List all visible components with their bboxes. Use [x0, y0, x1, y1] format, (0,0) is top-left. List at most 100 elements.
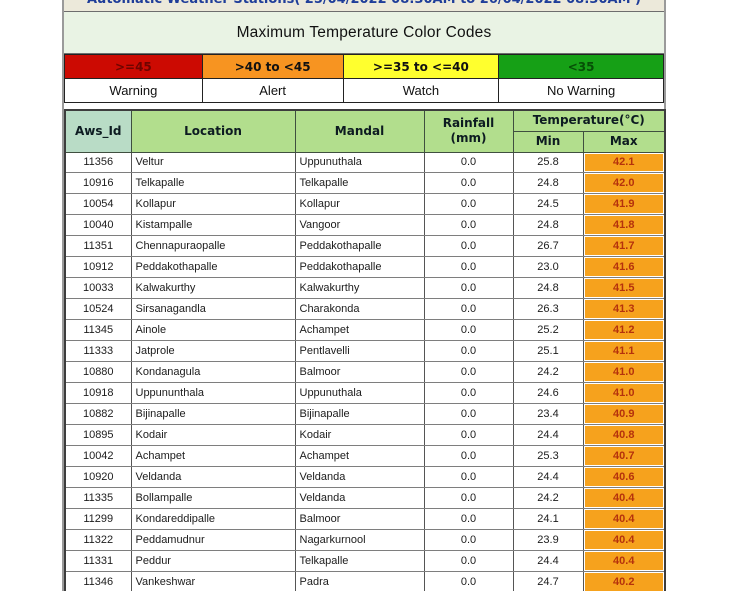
cell-mandal: Balmoor	[294, 361, 425, 383]
cell-mandal: Telkapalle	[294, 549, 425, 572]
cell-max-temp: 41.0	[582, 361, 666, 383]
column-header-aws-id: Aws_Id	[64, 109, 132, 153]
cell-min-temp: 23.0	[512, 256, 584, 279]
cell-rainfall: 0.0	[423, 361, 514, 383]
cell-rainfall: 0.0	[423, 486, 514, 509]
cell-mandal: Achampet	[294, 444, 425, 467]
cell-location: Kondanagula	[130, 361, 296, 383]
aws-stations-table: Aws_Id Location Mandal Rainfall (mm) Tem…	[64, 109, 666, 591]
table-row: 11333 Jatprole Pentlavelli 0.0 25.1 41.1	[64, 340, 666, 363]
cell-mandal: Kodair	[294, 423, 425, 446]
cell-aws-id: 11346	[64, 570, 132, 591]
legend-range-no-warning: <35	[498, 54, 664, 79]
cell-mandal: Charakonda	[294, 298, 425, 321]
cell-max-temp: 41.8	[582, 214, 666, 237]
cell-mandal: Uppunuthala	[294, 381, 425, 404]
cell-mandal: Vangoor	[294, 214, 425, 237]
cell-location: Veltur	[130, 151, 296, 174]
cell-rainfall: 0.0	[423, 172, 514, 195]
cell-location: Peddakothapalle	[130, 256, 296, 279]
cell-min-temp: 24.6	[512, 381, 584, 404]
cell-min-temp: 24.8	[512, 214, 584, 237]
cell-min-temp: 24.4	[512, 465, 584, 488]
cell-location: Ainole	[130, 319, 296, 342]
cell-min-temp: 26.7	[512, 235, 584, 258]
cell-location: Uppununthala	[130, 381, 296, 404]
cell-location: Kodair	[130, 423, 296, 446]
cell-location: Kollapur	[130, 193, 296, 216]
legend-label-row: Warning Alert Watch No Warning	[64, 78, 664, 103]
cell-min-temp: 24.7	[512, 570, 584, 591]
cell-min-temp: 24.2	[512, 361, 584, 383]
cell-min-temp: 25.2	[512, 319, 584, 342]
cell-rainfall: 0.0	[423, 151, 514, 174]
table-row: 11335 Bollampalle Veldanda 0.0 24.2 40.4	[64, 486, 666, 509]
cell-rainfall: 0.0	[423, 465, 514, 488]
table-row: 11331 Peddur Telkapalle 0.0 24.4 40.4	[64, 549, 666, 572]
temperature-color-legend: >=45 >40 to <45 >=35 to <=40 <35 Warning…	[64, 54, 664, 103]
clipped-report-title-bar: Automatic Weather Stations( 25/04/2022 0…	[64, 0, 664, 12]
cell-mandal: Uppunuthala	[294, 151, 425, 174]
table-row: 10916 Telkapalle Telkapalle 0.0 24.8 42.…	[64, 172, 666, 195]
cell-max-temp: 40.2	[582, 570, 666, 591]
cell-rainfall: 0.0	[423, 319, 514, 342]
legend-label-warning: Warning	[64, 78, 203, 103]
cell-location: Peddur	[130, 549, 296, 572]
table-row: 10882 Bijinapalle Bijinapalle 0.0 23.4 4…	[64, 402, 666, 425]
cell-location: Achampet	[130, 444, 296, 467]
table-row: 11299 Kondareddipalle Balmoor 0.0 24.1 4…	[64, 507, 666, 530]
table-row: 10920 Veldanda Veldanda 0.0 24.4 40.6	[64, 465, 666, 488]
cell-mandal: Achampet	[294, 319, 425, 342]
cell-aws-id: 10880	[64, 361, 132, 383]
cell-max-temp: 40.6	[582, 465, 666, 488]
cell-min-temp: 25.1	[512, 340, 584, 363]
table-row: 11356 Veltur Uppunuthala 0.0 25.8 42.1	[64, 151, 666, 174]
page-title: Maximum Temperature Color Codes	[236, 23, 492, 41]
cell-mandal: Pentlavelli	[294, 340, 425, 363]
table-row: 10042 Achampet Achampet 0.0 25.3 40.7	[64, 444, 666, 467]
legend-label-alert: Alert	[201, 78, 344, 103]
cell-max-temp: 40.8	[582, 423, 666, 446]
cell-max-temp: 41.1	[582, 340, 666, 363]
cell-min-temp: 24.5	[512, 193, 584, 216]
cell-max-temp: 41.6	[582, 256, 666, 279]
cell-min-temp: 24.2	[512, 486, 584, 509]
cell-aws-id: 11322	[64, 528, 132, 551]
cell-max-temp: 41.0	[582, 381, 666, 404]
column-header-mandal: Mandal	[294, 109, 425, 153]
cell-max-temp: 41.5	[582, 277, 666, 300]
cell-rainfall: 0.0	[423, 256, 514, 279]
legend-range-alert: >40 to <45	[201, 54, 344, 79]
table-row: 11322 Peddamudnur Nagarkurnool 0.0 23.9 …	[64, 528, 666, 551]
cell-rainfall: 0.0	[423, 423, 514, 446]
cell-min-temp: 23.9	[512, 528, 584, 551]
cell-location: Veldanda	[130, 465, 296, 488]
rainfall-header-line1: Rainfall	[442, 116, 495, 131]
cell-mandal: Telkapalle	[294, 172, 425, 195]
clipped-report-title: Automatic Weather Stations( 25/04/2022 0…	[64, 0, 664, 7]
cell-max-temp: 40.4	[582, 528, 666, 551]
cell-location: Kondareddipalle	[130, 507, 296, 530]
cell-location: Vankeshwar	[130, 570, 296, 591]
table-row: 10054 Kollapur Kollapur 0.0 24.5 41.9	[64, 193, 666, 216]
cell-mandal: Kollapur	[294, 193, 425, 216]
table-row: 10895 Kodair Kodair 0.0 24.4 40.8	[64, 423, 666, 446]
cell-max-temp: 41.3	[582, 298, 666, 321]
cell-rainfall: 0.0	[423, 277, 514, 300]
color-codes-title-bar: Maximum Temperature Color Codes	[64, 12, 664, 54]
cell-max-temp: 41.9	[582, 193, 666, 216]
aws-table-body: 11356 Veltur Uppunuthala 0.0 25.8 42.1 1…	[64, 151, 666, 591]
cell-min-temp: 25.8	[512, 151, 584, 174]
cell-mandal: Peddakothapalle	[294, 256, 425, 279]
legend-range-row: >=45 >40 to <45 >=35 to <=40 <35	[64, 54, 664, 79]
cell-rainfall: 0.0	[423, 298, 514, 321]
cell-max-temp: 40.4	[582, 486, 666, 509]
cell-mandal: Nagarkurnool	[294, 528, 425, 551]
aws-table-header: Aws_Id Location Mandal Rainfall (mm) Tem…	[64, 109, 666, 153]
cell-rainfall: 0.0	[423, 193, 514, 216]
cell-location: Jatprole	[130, 340, 296, 363]
cell-mandal: Peddakothapalle	[294, 235, 425, 258]
cell-mandal: Balmoor	[294, 507, 425, 530]
cell-aws-id: 10918	[64, 381, 132, 404]
table-row: 11346 Vankeshwar Padra 0.0 24.7 40.2	[64, 570, 666, 591]
